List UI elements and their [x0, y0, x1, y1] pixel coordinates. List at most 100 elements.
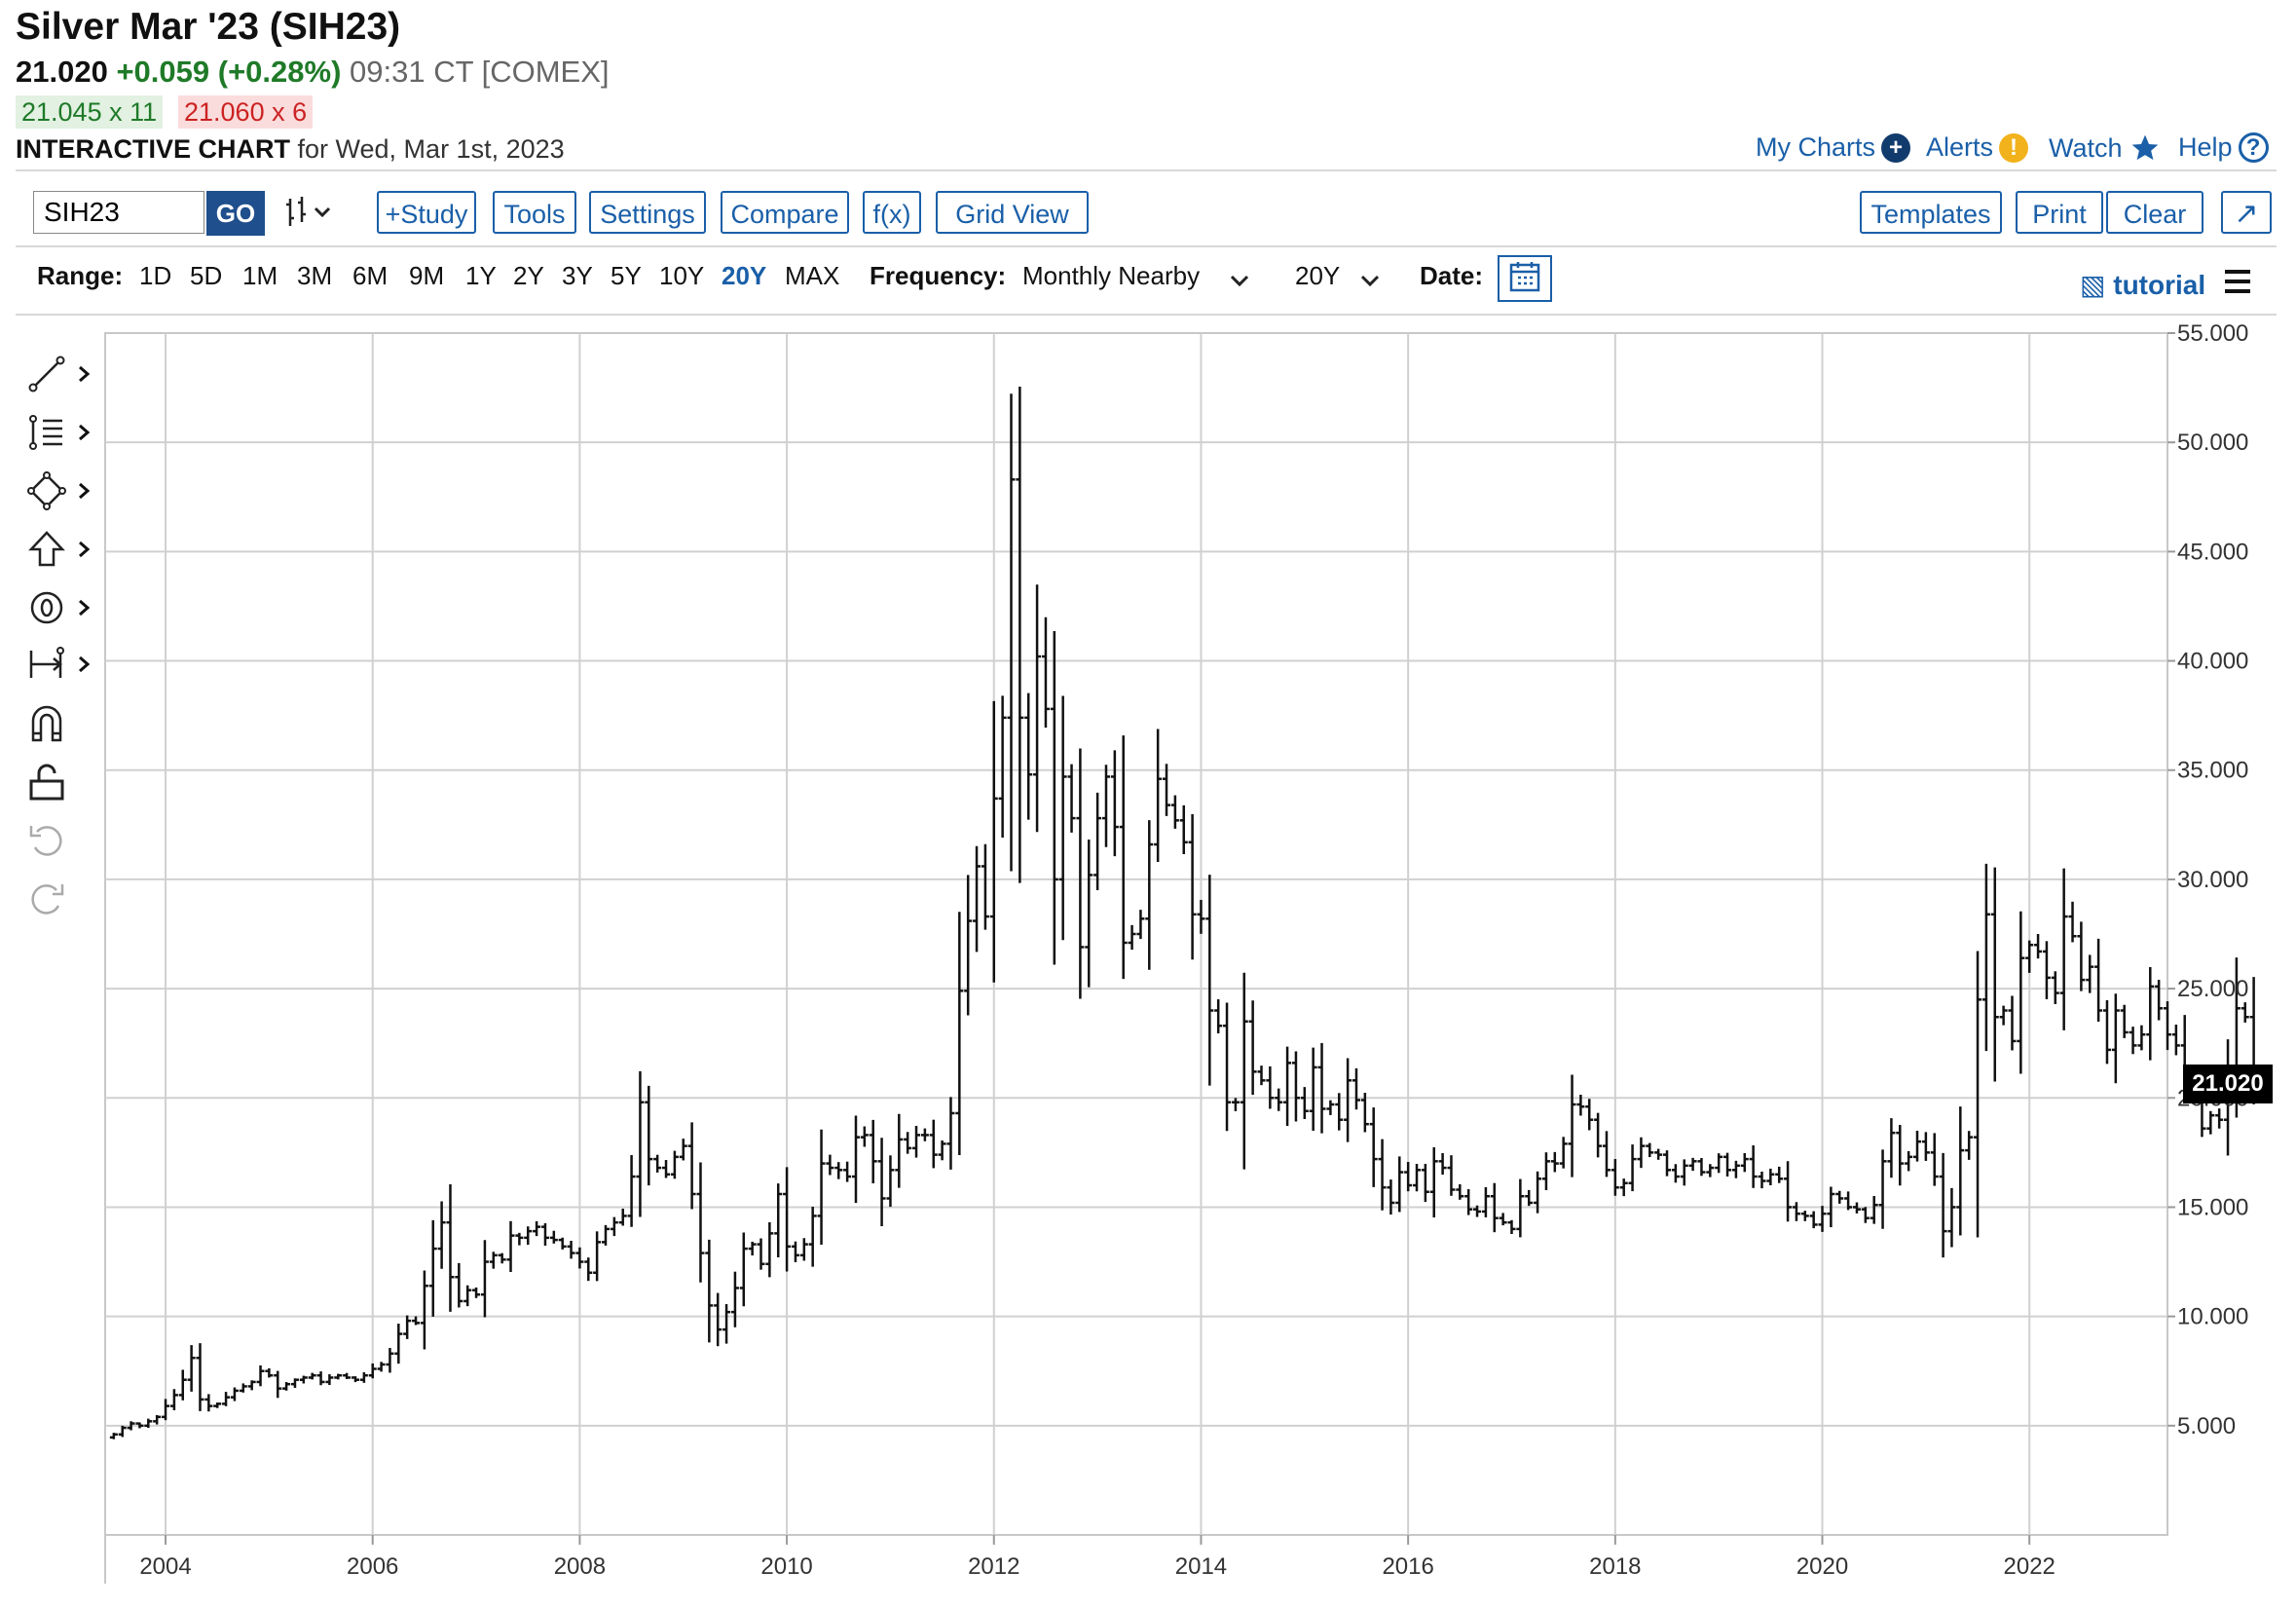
shape-tool-icon[interactable] [25, 469, 68, 512]
help-link[interactable]: Help ? [2178, 132, 2269, 163]
price-bar [196, 1343, 204, 1411]
function-button[interactable]: f(x) [863, 191, 921, 234]
price-bar [1800, 1211, 1809, 1221]
price-bar [1214, 999, 1223, 1034]
clear-button[interactable]: Clear [2106, 191, 2203, 234]
last-price-tag: 21.020 [2183, 1065, 2273, 1103]
price-bar [1637, 1137, 1646, 1169]
x-tick-label: 2012 [968, 1553, 1019, 1580]
tutorial-link[interactable]: ▧ tutorial [2080, 269, 2205, 301]
price-bar [2155, 979, 2164, 1021]
price-bar [1404, 1162, 1413, 1192]
price-bar [1878, 1149, 1887, 1229]
price-bar [1335, 1093, 1344, 1131]
magnet-icon[interactable] [25, 701, 68, 744]
chart-grid [104, 332, 2168, 1536]
price-bar [1041, 617, 1050, 729]
calendar-icon[interactable] [1498, 255, 1552, 302]
price-bar [696, 1162, 705, 1283]
study-button[interactable]: +Study [377, 191, 476, 234]
range-10y[interactable]: 10Y [659, 261, 705, 290]
measure-tool-icon[interactable] [25, 643, 68, 686]
price-bar [679, 1139, 687, 1161]
range-1y[interactable]: 1Y [465, 261, 497, 290]
chevron-down-icon[interactable] [1359, 273, 1381, 288]
grid-view-button[interactable]: Grid View [936, 191, 1089, 234]
price-bar [274, 1370, 282, 1399]
range-5y[interactable]: 5Y [611, 261, 642, 290]
go-button[interactable]: GO [206, 191, 265, 236]
price-bar [567, 1240, 575, 1259]
watch-link[interactable]: Watch [2049, 132, 2162, 164]
range-2y[interactable]: 2Y [513, 261, 544, 290]
price-bar [636, 1070, 645, 1217]
price-bar [1818, 1206, 1827, 1232]
price-bar [783, 1167, 792, 1272]
chevron-right-icon[interactable] [74, 654, 93, 674]
quote-time: 09:31 CT [COMEX] [350, 55, 610, 89]
price-bar [540, 1223, 549, 1247]
price-bar [1990, 867, 1999, 1082]
period-select[interactable]: 20Y [1295, 261, 1341, 290]
price-bar [446, 1183, 455, 1312]
price-bar [817, 1129, 826, 1246]
undo-icon[interactable] [25, 818, 68, 861]
price-bar [1723, 1152, 1732, 1177]
price-bar [1852, 1202, 1861, 1214]
range-max[interactable]: MAX [785, 261, 840, 290]
price-bar [1550, 1151, 1559, 1173]
alerts-link[interactable]: Alerts ! [1926, 132, 2029, 163]
x-tick-label: 2016 [1382, 1553, 1433, 1580]
range-1d[interactable]: 1D [139, 261, 172, 290]
price-bar [1163, 764, 1171, 816]
range-3m[interactable]: 3M [297, 261, 333, 290]
price-bar [869, 1119, 877, 1184]
range-20y[interactable]: 20Y [722, 261, 767, 290]
price-bar [964, 875, 973, 1016]
price-bar [109, 1433, 118, 1439]
chevron-right-icon[interactable] [74, 481, 93, 501]
range-5d[interactable]: 5D [190, 261, 223, 290]
bar-chart-type-icon[interactable] [282, 191, 341, 234]
film-icon: ▧ [2080, 270, 2106, 300]
y-tick-label: 15.000 [2177, 1194, 2248, 1220]
chevron-down-icon[interactable] [1229, 273, 1250, 288]
fib-tool-icon[interactable] [25, 411, 68, 454]
price-bar [653, 1154, 662, 1173]
price-bar [1067, 764, 1076, 833]
print-button[interactable]: Print [2016, 191, 2103, 234]
tools-button[interactable]: Tools [493, 191, 576, 234]
price-bar [808, 1207, 817, 1267]
line-tool-icon[interactable] [25, 353, 68, 395]
price-bar [1283, 1046, 1292, 1127]
compare-button[interactable]: Compare [721, 191, 849, 234]
arrow-tool-icon[interactable] [25, 528, 68, 571]
redo-icon[interactable] [25, 877, 68, 919]
star-icon [2131, 134, 2158, 161]
range-1m[interactable]: 1M [242, 261, 278, 290]
price-bar [1999, 1005, 2008, 1026]
chevron-right-icon[interactable] [74, 423, 93, 442]
chevron-right-icon[interactable] [74, 540, 93, 559]
range-6m[interactable]: 6M [352, 261, 389, 290]
chevron-right-icon[interactable] [74, 364, 93, 384]
range-3y[interactable]: 3Y [562, 261, 593, 290]
my-charts-link[interactable]: My Charts + [1756, 132, 1911, 163]
price-bar [2240, 1002, 2249, 1023]
price-bar [610, 1216, 618, 1237]
chevron-right-icon[interactable] [74, 598, 93, 617]
frequency-select[interactable]: Monthly Nearby [1022, 261, 1201, 290]
price-bar [1154, 729, 1163, 863]
price-bar [2111, 993, 2120, 1084]
settings-button[interactable]: Settings [589, 191, 706, 234]
price-chart[interactable]: 5.00010.00015.00020.00025.00030.00035.00… [0, 321, 2296, 1607]
templates-button[interactable]: Templates [1860, 191, 2002, 234]
range-9m[interactable]: 9M [409, 261, 445, 290]
text-tool-icon[interactable] [25, 586, 68, 629]
menu-icon[interactable] [2222, 267, 2253, 296]
price-bar [256, 1364, 265, 1387]
unlock-icon[interactable] [25, 760, 68, 803]
price-bar [1827, 1186, 1835, 1228]
symbol-input[interactable] [33, 191, 204, 234]
expand-icon[interactable]: ↗ [2221, 191, 2272, 234]
